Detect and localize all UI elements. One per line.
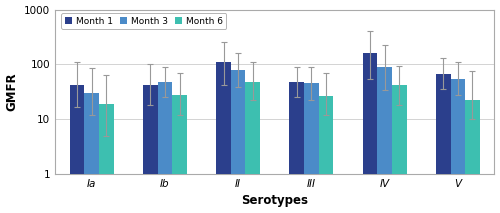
- Bar: [318, 96, 334, 213]
- Bar: [84, 93, 99, 213]
- Bar: [172, 95, 187, 213]
- Bar: [216, 62, 231, 213]
- Bar: [70, 85, 84, 213]
- Bar: [304, 83, 318, 213]
- Bar: [362, 53, 378, 213]
- Bar: [99, 104, 114, 213]
- Y-axis label: GMFR: GMFR: [6, 72, 18, 111]
- Bar: [231, 70, 246, 213]
- Bar: [290, 82, 304, 213]
- Bar: [143, 85, 158, 213]
- Bar: [378, 68, 392, 213]
- Bar: [392, 85, 406, 213]
- Bar: [450, 79, 465, 213]
- Bar: [158, 82, 172, 213]
- Bar: [436, 73, 450, 213]
- X-axis label: Serotypes: Serotypes: [242, 194, 308, 207]
- Bar: [246, 82, 260, 213]
- Bar: [465, 101, 480, 213]
- Legend: Month 1, Month 3, Month 6: Month 1, Month 3, Month 6: [62, 13, 226, 29]
